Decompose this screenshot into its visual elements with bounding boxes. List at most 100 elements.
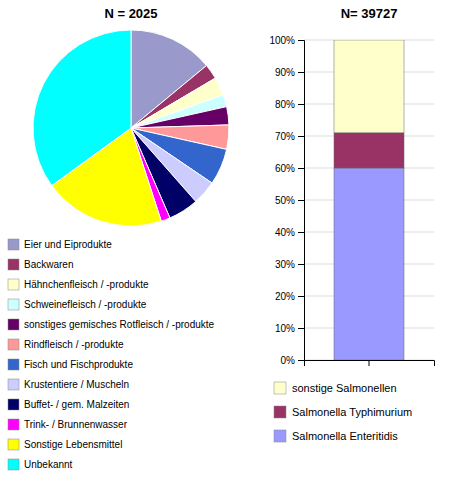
legend-label: Krustentiere / Muscheln	[24, 379, 129, 390]
legend-item: sonstige Salmonellen	[274, 382, 397, 394]
bar-segment	[334, 133, 404, 168]
grid	[304, 40, 434, 360]
legend: sonstige Salmonellen Salmonella Typhimuri…	[274, 382, 412, 442]
bars	[334, 40, 404, 360]
pie-slice	[131, 107, 229, 128]
plot-area: 0% 10% 20% 30% 40% 50% 60% 70% 80% 90% 100%	[269, 35, 434, 366]
y-tick: 60%	[275, 163, 304, 174]
tick-label: 0%	[281, 355, 296, 366]
legend-label: Trink- / Brunnenwasser	[24, 419, 128, 430]
tick-label: 70%	[275, 131, 295, 142]
legend-label: sonstige Salmonellen	[292, 382, 397, 394]
legend-label: Hähnchenfleisch / -produkte	[24, 279, 149, 290]
legend-item: Unbekannt	[8, 459, 73, 470]
y-tick: 0%	[281, 355, 304, 366]
y-tick: 50%	[275, 195, 304, 206]
tick-mark	[298, 296, 304, 297]
tick-label: 100%	[269, 35, 295, 46]
legend-label: Eier und Eiprodukte	[24, 239, 112, 250]
tick-mark	[298, 200, 304, 201]
bar-panel: N= 39727 0% 10% 20% 30% 40% 50% 60% 70% 80% 90% 100…	[269, 6, 434, 442]
y-tick: 100%	[269, 35, 304, 46]
legend-swatch	[8, 379, 19, 390]
legend-swatch	[8, 419, 19, 430]
legend-item: Salmonella Enteritidis	[274, 430, 398, 442]
legend-swatch	[8, 459, 19, 470]
legend-item: Buffet- / gem. Malzeiten	[8, 399, 129, 410]
x-tick	[369, 360, 370, 366]
y-tick: 30%	[275, 259, 304, 270]
tick-mark	[298, 360, 304, 361]
tick-label: 80%	[275, 99, 295, 110]
legend-swatch	[8, 439, 19, 450]
legend-label: Backwaren	[24, 259, 73, 270]
chart-canvas: N = 2025 Eier und Eiprodukte Backwaren Hähn…	[0, 0, 450, 500]
tick-label: 90%	[275, 67, 295, 78]
tick-mark	[298, 264, 304, 265]
pie-slice	[33, 30, 131, 186]
legend-item: Salmonella Typhimurium	[274, 406, 412, 418]
legend-item: Hähnchenfleisch / -produkte	[8, 279, 149, 290]
legend-label: Rindfleisch / -produkte	[24, 339, 124, 350]
legend-item: sonstiges gemisches Rotfleisch / -produk…	[8, 319, 215, 330]
legend-label: Schweinefleisch / -produkte	[24, 299, 147, 310]
bar-segment	[334, 168, 404, 360]
axis-line	[298, 41, 305, 361]
legend-item: Eier und Eiprodukte	[8, 239, 112, 250]
tick-mark	[369, 360, 370, 366]
pie	[33, 30, 229, 226]
legend-swatch	[8, 299, 19, 310]
legend-label: Sonstige Lebensmittel	[24, 439, 122, 450]
legend-item: Schweinefleisch / -produkte	[8, 299, 147, 310]
legend: Eier und Eiprodukte Backwaren Hähnchenflei…	[8, 239, 215, 470]
legend-swatch	[274, 430, 286, 442]
tick-mark	[298, 40, 304, 41]
chart-title: N = 2025	[104, 6, 157, 21]
y-tick: 20%	[275, 291, 304, 302]
legend-label: Salmonella Enteritidis	[292, 430, 398, 442]
legend-item: Sonstige Lebensmittel	[8, 439, 122, 450]
legend-swatch	[274, 406, 286, 418]
y-tick: 10%	[275, 323, 304, 334]
legend-label: Salmonella Typhimurium	[292, 406, 412, 418]
tick-mark	[298, 136, 304, 137]
bar-segment	[334, 40, 404, 133]
legend-swatch	[8, 279, 19, 290]
legend-label: sonstiges gemisches Rotfleisch / -produk…	[24, 319, 215, 330]
legend-swatch	[8, 259, 19, 270]
x-axis	[305, 360, 435, 366]
tick-label: 60%	[275, 163, 295, 174]
tick-label: 40%	[275, 227, 295, 238]
tick-label: 10%	[275, 323, 295, 334]
tick-mark	[298, 104, 304, 105]
legend-swatch	[8, 359, 19, 370]
tick-mark	[298, 328, 304, 329]
tick-mark	[298, 168, 304, 169]
tick-label: 50%	[275, 195, 295, 206]
legend-item: Rindfleisch / -produkte	[8, 339, 124, 350]
legend-swatch	[8, 239, 19, 250]
legend-item: Krustentiere / Muscheln	[8, 379, 129, 390]
y-tick: 40%	[275, 227, 304, 238]
axis-line	[305, 361, 435, 367]
legend-label: Buffet- / gem. Malzeiten	[24, 399, 129, 410]
tick-label: 30%	[275, 259, 295, 270]
legend-item: Backwaren	[8, 259, 73, 270]
tick-mark	[298, 72, 304, 73]
chart-title: N= 39727	[341, 6, 398, 21]
legend-swatch	[8, 399, 19, 410]
y-tick: 80%	[275, 99, 304, 110]
pie-panel: N = 2025 Eier und Eiprodukte Backwaren Hähn…	[8, 6, 229, 470]
legend-label: Unbekannt	[24, 459, 73, 470]
y-tick: 90%	[275, 67, 304, 78]
tick-mark	[298, 232, 304, 233]
y-axis: 0% 10% 20% 30% 40% 50% 60% 70% 80% 90% 100%	[269, 35, 304, 366]
legend-swatch	[274, 382, 286, 394]
tick-label: 20%	[275, 291, 295, 302]
legend-swatch	[8, 319, 19, 330]
legend-item: Fisch und Fischprodukte	[8, 359, 133, 370]
legend-label: Fisch und Fischprodukte	[24, 359, 133, 370]
legend-item: Trink- / Brunnenwasser	[8, 419, 128, 430]
y-tick: 70%	[275, 131, 304, 142]
legend-swatch	[8, 339, 19, 350]
